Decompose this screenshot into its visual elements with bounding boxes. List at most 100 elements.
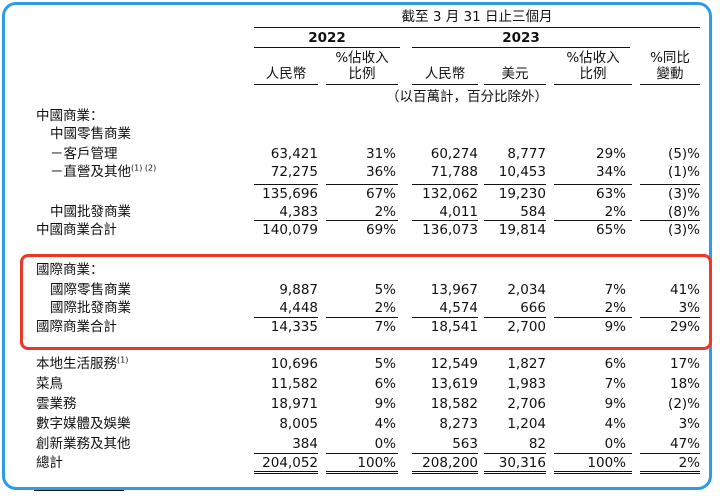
cell-b: 60,274 [430, 146, 478, 162]
intl-total-rule [554, 317, 632, 318]
cell-a: 9,887 [279, 282, 318, 298]
intl-total-rule [484, 317, 546, 318]
intl-total-rule [326, 317, 398, 318]
grand-total-rule [326, 453, 398, 454]
header-rule [254, 27, 700, 28]
col-yoy-line2: 變動 [656, 66, 684, 82]
cell-b: 13,619 [430, 376, 478, 392]
china-total-rule [254, 220, 318, 221]
cell-ap: 36% [365, 164, 396, 180]
cell-usd: 2,700 [507, 319, 546, 335]
cell-a: 18,971 [270, 396, 318, 412]
row-label: 中國商業： [36, 108, 104, 124]
col-rule [640, 84, 700, 85]
cell-b: 13,967 [430, 282, 478, 298]
cell-bp: 7% [604, 376, 626, 392]
cell-b: 4,574 [439, 300, 478, 316]
cell-bp: 65% [595, 222, 626, 238]
cell-bp: 63% [595, 186, 626, 202]
row-label: 中國批發商業 [50, 204, 131, 220]
cell-bp: 2% [604, 300, 626, 316]
cell-ap: 9% [374, 396, 396, 412]
double-rule [554, 471, 632, 474]
col-rule [554, 84, 632, 85]
col-pct-2022-line1: %佔收入 [335, 50, 389, 66]
subtotal-rule [484, 184, 546, 185]
subtotal-rule [326, 184, 398, 185]
double-rule [254, 471, 318, 474]
china-total-rule [484, 220, 546, 221]
cell-a: 14,335 [270, 319, 318, 335]
year-2022: 2022 [308, 30, 346, 46]
cell-usd: 30,316 [498, 455, 546, 471]
cell-a: 8,005 [279, 416, 318, 432]
row-label: 數字媒體及娛樂 [36, 416, 131, 432]
cell-chg: (3)% [668, 222, 700, 238]
cell-ap: 5% [374, 282, 396, 298]
cell-usd: 19,230 [498, 186, 546, 202]
cell-chg: 3% [678, 300, 700, 316]
cell-chg: (1)% [668, 164, 700, 180]
cell-b: 18,582 [430, 396, 478, 412]
col-yoy-line1: %同比 [650, 50, 690, 66]
cell-chg: (8)% [668, 204, 700, 220]
year-2023: 2023 [502, 30, 540, 46]
cell-bp: 7% [604, 282, 626, 298]
row-label: 國際零售商業 [50, 282, 131, 298]
cell-b: 71,788 [430, 164, 478, 180]
year-2022-rule [254, 47, 400, 48]
cell-a: 63,421 [270, 146, 318, 162]
cell-a: 4,448 [279, 300, 318, 316]
grand-total-rule [640, 453, 700, 454]
cell-usd: 82 [528, 436, 546, 452]
cell-b: 563 [452, 436, 478, 452]
screenshot-frame [2, 2, 712, 490]
cell-bp: 0% [604, 436, 626, 452]
cell-b: 12,549 [430, 356, 478, 372]
row-label: －直營及其他(1) (2) [50, 163, 157, 180]
cell-a: 10,696 [270, 356, 318, 372]
double-rule [412, 471, 478, 474]
cell-ap: 100% [357, 455, 396, 471]
cell-a: 4,383 [279, 204, 318, 220]
cell-a: 384 [292, 436, 318, 452]
cell-chg: 17% [669, 356, 700, 372]
row-label: 創新業務及其他 [36, 436, 131, 452]
cell-chg: 18% [669, 376, 700, 392]
cell-b: 132,062 [422, 186, 478, 202]
subtotal-rule [554, 184, 632, 185]
row-label: －客戶管理 [50, 146, 118, 162]
row-label: 國際批發商業 [50, 300, 131, 316]
row-label: 國際商業： [36, 262, 104, 278]
col-rule [326, 84, 398, 85]
intl-total-rule [412, 317, 478, 318]
cell-bp: 2% [604, 204, 626, 220]
cell-chg: (3)% [668, 186, 700, 202]
cell-a: 140,079 [262, 222, 318, 238]
cell-usd: 8,777 [507, 146, 546, 162]
double-rule [640, 471, 700, 474]
grand-total-rule [254, 453, 318, 454]
subtotal-rule [640, 184, 700, 185]
cell-ap: 2% [374, 204, 396, 220]
cell-ap: 5% [374, 356, 396, 372]
cell-usd: 2,706 [507, 396, 546, 412]
year-2023-rule [412, 47, 630, 48]
col-pct-2022-line2: 比例 [348, 66, 376, 82]
cell-ap: 6% [374, 376, 396, 392]
cell-usd: 1,204 [507, 416, 546, 432]
cell-usd: 19,814 [498, 222, 546, 238]
cell-usd: 1,827 [507, 356, 546, 372]
china-total-rule [412, 220, 478, 221]
footnote-marker: (1) (2) [131, 163, 157, 173]
cell-ap: 4% [374, 416, 396, 432]
subtotal-rule [254, 184, 318, 185]
grand-total-rule [484, 453, 546, 454]
double-rule [326, 471, 398, 474]
cell-a: 72,275 [270, 164, 318, 180]
cell-a: 135,696 [262, 186, 318, 202]
cell-b: 8,273 [439, 416, 478, 432]
cell-usd: 1,983 [507, 376, 546, 392]
cell-bp: 29% [595, 146, 626, 162]
